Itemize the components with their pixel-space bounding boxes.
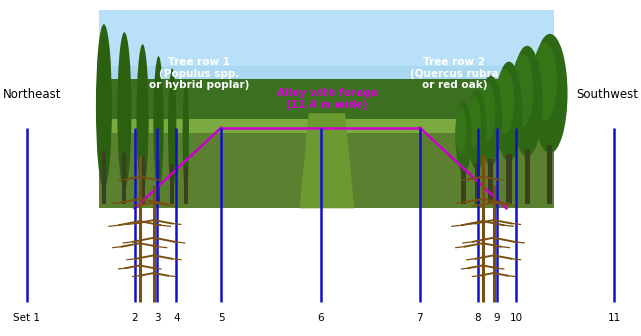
Bar	[461, 168, 466, 204]
Ellipse shape	[479, 82, 495, 141]
Bar	[488, 159, 494, 204]
Ellipse shape	[479, 76, 503, 166]
Ellipse shape	[168, 68, 176, 192]
Bar	[122, 153, 126, 204]
Text: Tree row 2
(Quercus rubra
or red oak): Tree row 2 (Quercus rubra or red oak)	[410, 57, 499, 90]
Bar	[524, 149, 529, 204]
Bar	[156, 160, 160, 204]
Bar	[474, 164, 479, 204]
Polygon shape	[299, 113, 354, 208]
Text: 11: 11	[608, 312, 620, 323]
Ellipse shape	[96, 24, 112, 188]
Ellipse shape	[467, 89, 487, 170]
Bar	[99, 80, 554, 119]
Text: 8: 8	[474, 312, 481, 323]
Text: Set 1: Set 1	[13, 312, 40, 323]
Text: Tree row 1
(Populus spp.
or hybrid poplar): Tree row 1 (Populus spp. or hybrid popla…	[149, 57, 249, 90]
Text: 10: 10	[510, 312, 522, 323]
Text: Northeast: Northeast	[3, 88, 62, 100]
Bar	[99, 10, 554, 66]
Bar	[171, 164, 174, 204]
Text: 2: 2	[131, 312, 138, 323]
Bar	[140, 157, 144, 204]
Bar	[99, 10, 554, 80]
Bar	[506, 155, 512, 204]
Bar	[99, 10, 554, 105]
Ellipse shape	[512, 46, 542, 157]
Ellipse shape	[117, 32, 131, 189]
Text: 4: 4	[173, 312, 179, 323]
Ellipse shape	[495, 69, 514, 134]
Ellipse shape	[183, 80, 189, 193]
Ellipse shape	[455, 107, 467, 154]
Bar	[99, 97, 554, 133]
Ellipse shape	[153, 56, 163, 191]
Bar	[547, 145, 553, 204]
Ellipse shape	[495, 61, 522, 162]
Ellipse shape	[532, 43, 557, 120]
Text: 7: 7	[417, 312, 423, 323]
Bar	[102, 151, 106, 204]
Ellipse shape	[455, 101, 471, 173]
Ellipse shape	[467, 95, 481, 148]
Text: 6: 6	[317, 312, 324, 323]
Ellipse shape	[512, 54, 533, 126]
Ellipse shape	[137, 44, 149, 190]
Text: 9: 9	[494, 312, 500, 323]
Text: 5: 5	[218, 312, 224, 323]
Ellipse shape	[532, 34, 567, 153]
Bar	[184, 167, 188, 204]
Text: Southwest: Southwest	[576, 88, 638, 100]
Bar	[99, 105, 554, 208]
Text: Alley with forage
(12.4 m wide): Alley with forage (12.4 m wide)	[276, 88, 378, 110]
Text: 3: 3	[154, 312, 160, 323]
